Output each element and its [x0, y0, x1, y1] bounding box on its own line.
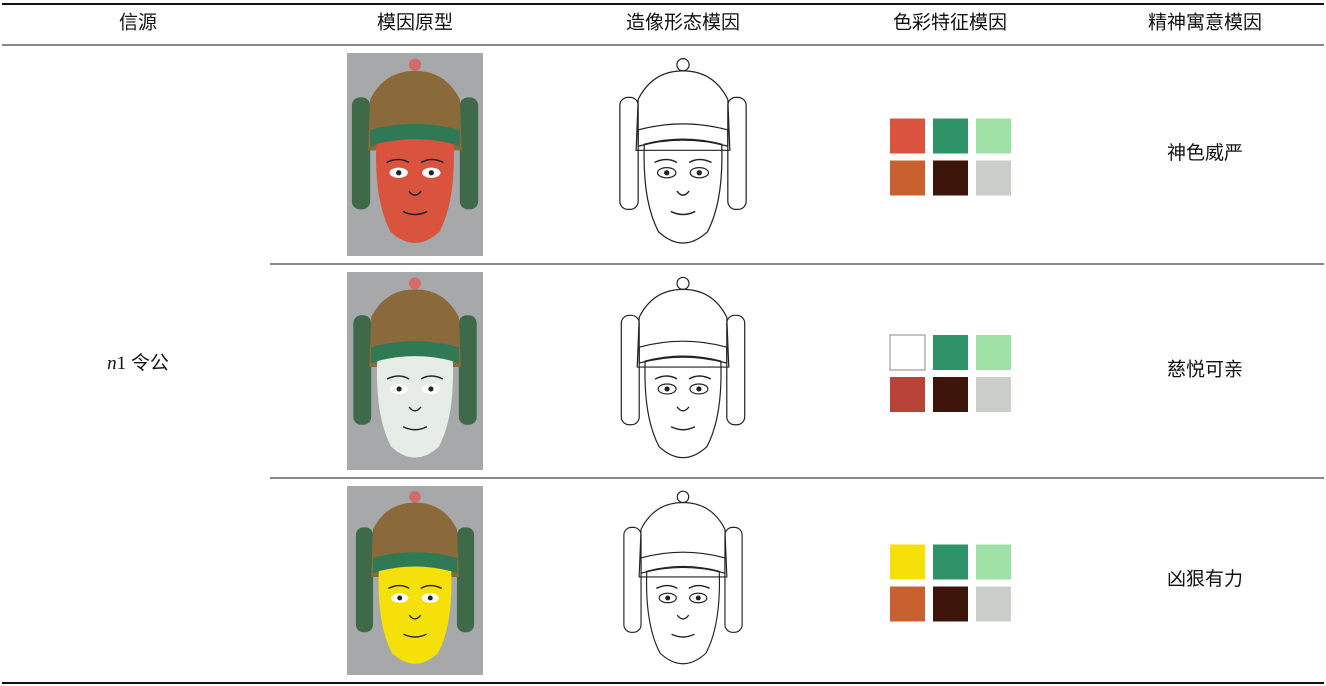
- color-swatch: [976, 377, 1011, 412]
- nose-mouth: [670, 406, 696, 431]
- brow: [388, 584, 442, 590]
- mask-drawing: [623, 490, 743, 665]
- flower: [409, 277, 421, 290]
- headdress-band: [373, 552, 457, 574]
- eye: [658, 592, 677, 604]
- pupil: [428, 170, 434, 176]
- side-flap: [459, 97, 479, 210]
- meaning-cell: 神色威严: [1167, 142, 1243, 164]
- pupil: [428, 386, 434, 392]
- source-italic: n: [107, 353, 117, 374]
- color-swatch: [933, 160, 968, 196]
- flower: [676, 276, 690, 291]
- side-flap: [353, 315, 372, 425]
- pupil: [396, 386, 402, 392]
- header-cell: 造像形态模因: [626, 11, 740, 33]
- color-swatch: [890, 377, 925, 412]
- flower: [676, 490, 690, 504]
- pupil: [397, 595, 403, 601]
- side-flap: [456, 527, 475, 633]
- eye: [656, 167, 677, 179]
- headdress-band: [640, 551, 726, 574]
- eye: [689, 592, 708, 604]
- nose-mouth: [402, 190, 428, 216]
- headdress-band: [371, 341, 459, 364]
- eye: [689, 167, 710, 179]
- color-swatch: [976, 586, 1011, 622]
- flower: [409, 491, 421, 503]
- nose-mouth: [671, 614, 695, 638]
- flower: [408, 58, 422, 71]
- side-flap: [623, 526, 642, 633]
- flower: [676, 58, 690, 72]
- color-swatch: [890, 586, 925, 622]
- face: [644, 355, 722, 459]
- meaning-cell: 凶狠有力: [1167, 568, 1243, 590]
- color-swatch: [889, 334, 926, 371]
- header-cell: 信源: [119, 11, 157, 33]
- face: [645, 565, 721, 665]
- pupil: [665, 595, 671, 601]
- pupil: [664, 386, 670, 392]
- brow: [654, 375, 712, 380]
- color-swatch: [890, 160, 925, 196]
- headdress: [635, 70, 731, 151]
- eye: [657, 383, 677, 395]
- mask-photo: [353, 277, 477, 458]
- brow: [386, 158, 444, 164]
- headdress: [636, 288, 730, 368]
- headdress-band: [370, 123, 460, 147]
- headdress: [638, 502, 728, 578]
- side-flap: [355, 527, 374, 633]
- pupil: [696, 170, 702, 176]
- color-swatch: [976, 335, 1011, 370]
- pupil: [695, 595, 701, 601]
- header-cell: 色彩特征模因: [893, 11, 1007, 33]
- pupil: [427, 595, 433, 601]
- header-cell: 精神寓意模因: [1148, 11, 1262, 33]
- color-swatch: [933, 377, 968, 412]
- source-cell: n1 令公: [107, 352, 169, 374]
- color-swatch: [933, 118, 968, 154]
- pupil: [696, 386, 702, 392]
- color-swatch: [976, 544, 1011, 580]
- color-swatch: [976, 160, 1011, 196]
- color-swatch: [933, 586, 968, 622]
- brow: [656, 584, 710, 590]
- side-flap: [727, 96, 747, 211]
- header-cell: 模因原型: [377, 11, 453, 33]
- mask-photo: [351, 58, 479, 244]
- face: [376, 356, 454, 458]
- brow: [654, 158, 712, 164]
- side-flap: [619, 96, 639, 211]
- side-flap: [351, 97, 371, 210]
- headdress-band: [638, 340, 728, 364]
- color-swatch: [890, 544, 925, 580]
- mask-photo: [355, 491, 475, 664]
- source-name: 1 令公: [117, 352, 169, 374]
- face: [376, 139, 454, 244]
- color-swatch: [933, 335, 968, 370]
- face: [643, 138, 723, 244]
- side-flap: [724, 526, 743, 633]
- color-swatch: [890, 118, 925, 154]
- nose-mouth: [670, 190, 696, 216]
- headdress-band: [637, 123, 729, 148]
- color-swatch: [933, 544, 968, 580]
- face: [378, 566, 452, 664]
- pupil: [396, 170, 402, 176]
- side-flap: [726, 314, 746, 426]
- pupil: [664, 170, 670, 176]
- side-flap: [620, 314, 640, 426]
- mask-drawing: [619, 58, 747, 244]
- eye: [689, 383, 709, 395]
- meaning-cell: 慈悦可亲: [1167, 358, 1243, 380]
- mask-drawing: [620, 276, 746, 459]
- color-swatch: [976, 118, 1011, 154]
- nose-mouth: [403, 614, 427, 638]
- nose-mouth: [402, 406, 428, 431]
- side-flap: [458, 315, 477, 425]
- brow: [386, 375, 444, 380]
